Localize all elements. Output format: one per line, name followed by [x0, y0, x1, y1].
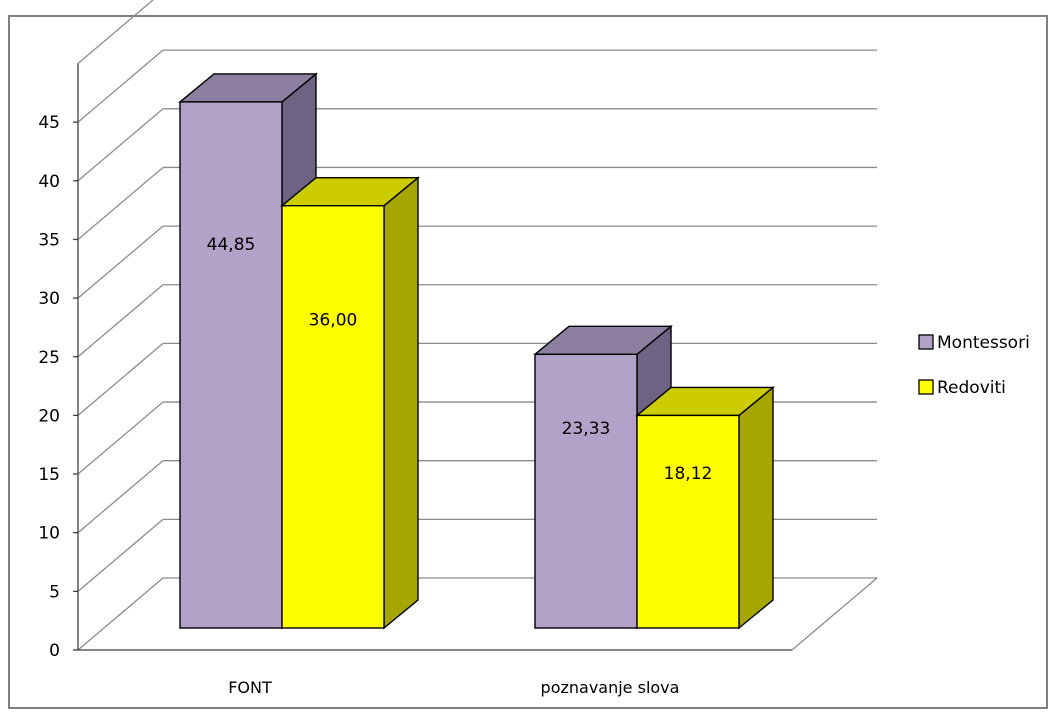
bar-side	[383, 176, 419, 630]
y-tick-label: 5	[49, 582, 60, 602]
legend-label: Montessori	[937, 333, 1030, 353]
gridline-diagonal	[77, 49, 164, 123]
gridline-diagonal	[77, 225, 164, 299]
gridline-diagonal	[77, 108, 164, 182]
bars: 44,85 36,00 23,33 18,12	[178, 72, 775, 630]
y-tick-label: 45	[38, 113, 60, 133]
gridline-diagonal	[77, 460, 164, 534]
bar	[636, 414, 740, 629]
y-tick-label: 40	[38, 172, 60, 192]
y-tick-label: 35	[38, 230, 60, 250]
y-tick-label: 25	[38, 348, 60, 368]
category-label: poznavanje slova	[541, 678, 680, 697]
gridline-diagonal	[77, 518, 164, 592]
y-tick-label: 20	[38, 406, 60, 426]
floor-right-edge	[791, 577, 878, 651]
legend: Montessori Redoviti	[918, 333, 1030, 398]
data-label: 23,33	[562, 419, 611, 439]
category-labels: FONT poznavanje slova	[228, 678, 679, 697]
data-label: 44,85	[207, 235, 256, 255]
data-label: 18,12	[664, 464, 713, 484]
data-label: 36,00	[309, 311, 358, 331]
bar	[281, 205, 385, 629]
gridline-diagonal	[77, 401, 164, 475]
legend-swatch	[918, 334, 934, 350]
bar	[534, 353, 638, 629]
category-label: FONT	[228, 678, 272, 697]
gridline-diagonal	[77, 284, 164, 358]
bar-side	[738, 385, 774, 630]
legend-swatch	[918, 379, 934, 395]
legend-label: Redoviti	[937, 378, 1006, 398]
y-tick-label: 15	[38, 465, 60, 485]
y-tick-label: 0	[49, 641, 60, 661]
bar	[179, 101, 283, 629]
gridline-diagonal	[77, 166, 164, 240]
y-tick-label: 30	[38, 289, 60, 309]
gridline-diagonal	[77, 577, 164, 651]
y-tick-labels: 0 5 10 15 20 25 30 35 40 45	[38, 113, 60, 661]
gridline-diagonal	[77, 342, 164, 416]
gridline-diagonal	[77, 0, 154, 64]
y-tick-label: 10	[38, 524, 60, 544]
